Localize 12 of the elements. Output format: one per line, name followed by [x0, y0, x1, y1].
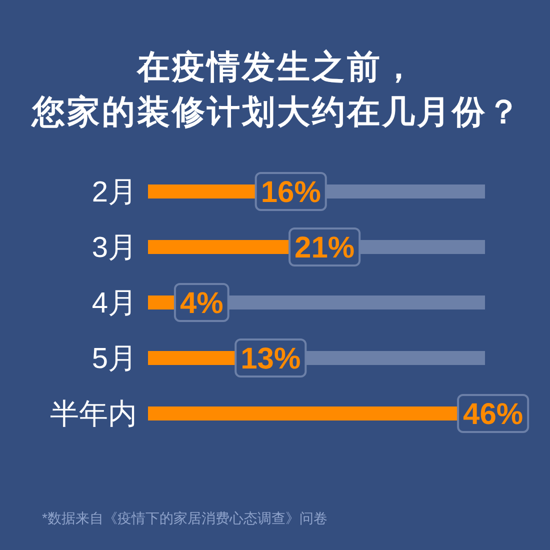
y-tick-label: 半年内: [50, 398, 137, 430]
data-label: 46%: [463, 398, 524, 431]
data-label: 13%: [240, 342, 301, 376]
y-tick-label: 5月: [92, 343, 137, 375]
y-tick-label: 3月: [92, 232, 137, 264]
y-tick-label: 4月: [92, 288, 137, 320]
data-label: 21%: [294, 232, 355, 264]
chart-title: 在疫情发生之前，您家的装修计划大约在几月份？: [30, 48, 522, 130]
y-tick-label: 2月: [92, 176, 137, 208]
data-label: 4%: [180, 287, 224, 320]
text: *数据来自《疫情下的家居消费心态调查》问卷: [42, 510, 328, 526]
data-label: 16%: [260, 176, 321, 209]
